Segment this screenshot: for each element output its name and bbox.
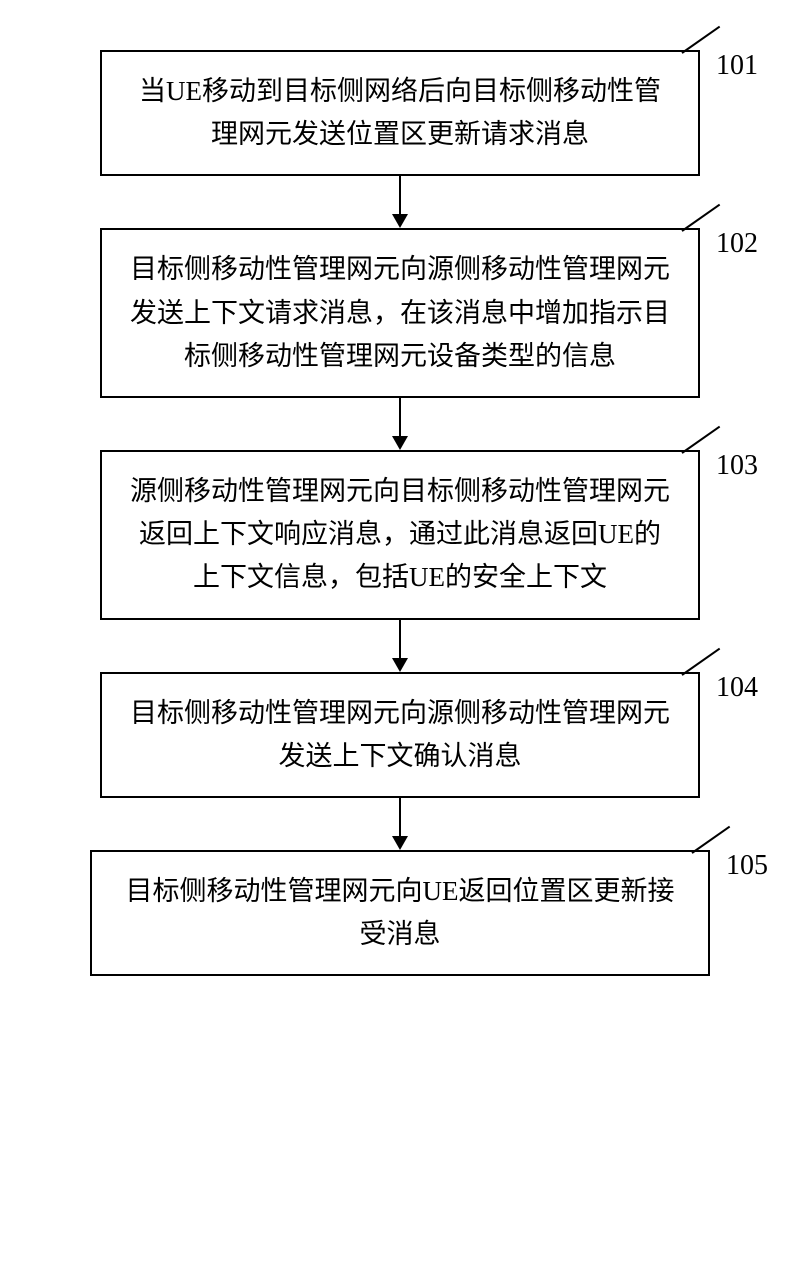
node-box-102: 目标侧移动性管理网元向源侧移动性管理网元发送上下文请求消息，在该消息中增加指示目… <box>100 228 700 398</box>
arrow-head-icon <box>392 214 408 228</box>
arrow-line <box>399 620 401 658</box>
flowchart-node: 目标侧移动性管理网元向源侧移动性管理网元发送上下文请求消息，在该消息中增加指示目… <box>100 228 700 398</box>
node-box-105: 目标侧移动性管理网元向UE返回位置区更新接受消息 105 <box>90 850 710 976</box>
arrow-line <box>399 176 401 214</box>
node-text: 目标侧移动性管理网元向UE返回位置区更新接受消息 <box>126 876 675 949</box>
node-text: 目标侧移动性管理网元向源侧移动性管理网元发送上下文请求消息，在该消息中增加指示目… <box>130 254 670 370</box>
node-label: 101 <box>716 44 758 89</box>
arrow-head-icon <box>392 436 408 450</box>
node-text: 目标侧移动性管理网元向源侧移动性管理网元发送上下文确认消息 <box>130 698 670 771</box>
arrow-connector <box>392 798 408 850</box>
arrow-line <box>399 798 401 836</box>
node-text: 当UE移动到目标侧网络后向目标侧移动性管理网元发送位置区更新请求消息 <box>139 76 661 149</box>
node-label: 105 <box>726 844 768 889</box>
leader-line <box>681 204 720 232</box>
arrow-head-icon <box>392 658 408 672</box>
arrow-head-icon <box>392 836 408 850</box>
arrow-connector <box>392 176 408 228</box>
arrow-line <box>399 398 401 436</box>
leader-line <box>681 647 720 675</box>
flowchart-node: 当UE移动到目标侧网络后向目标侧移动性管理网元发送位置区更新请求消息 101 <box>100 50 700 176</box>
arrow-connector <box>392 620 408 672</box>
node-text: 源侧移动性管理网元向目标侧移动性管理网元返回上下文响应消息，通过此消息返回UE的… <box>130 476 670 592</box>
flowchart-node: 源侧移动性管理网元向目标侧移动性管理网元返回上下文响应消息，通过此消息返回UE的… <box>100 450 700 620</box>
node-label: 103 <box>716 444 758 489</box>
leader-line <box>691 826 730 854</box>
node-label: 102 <box>716 222 758 267</box>
node-box-103: 源侧移动性管理网元向目标侧移动性管理网元返回上下文响应消息，通过此消息返回UE的… <box>100 450 700 620</box>
node-box-101: 当UE移动到目标侧网络后向目标侧移动性管理网元发送位置区更新请求消息 101 <box>100 50 700 176</box>
flowchart-node: 目标侧移动性管理网元向UE返回位置区更新接受消息 105 <box>90 850 710 976</box>
leader-line <box>681 26 720 54</box>
node-box-104: 目标侧移动性管理网元向源侧移动性管理网元发送上下文确认消息 104 <box>100 672 700 798</box>
node-label: 104 <box>716 666 758 711</box>
leader-line <box>681 426 720 454</box>
arrow-connector <box>392 398 408 450</box>
flowchart-container: 当UE移动到目标侧网络后向目标侧移动性管理网元发送位置区更新请求消息 101 目… <box>0 50 800 976</box>
flowchart-node: 目标侧移动性管理网元向源侧移动性管理网元发送上下文确认消息 104 <box>100 672 700 798</box>
